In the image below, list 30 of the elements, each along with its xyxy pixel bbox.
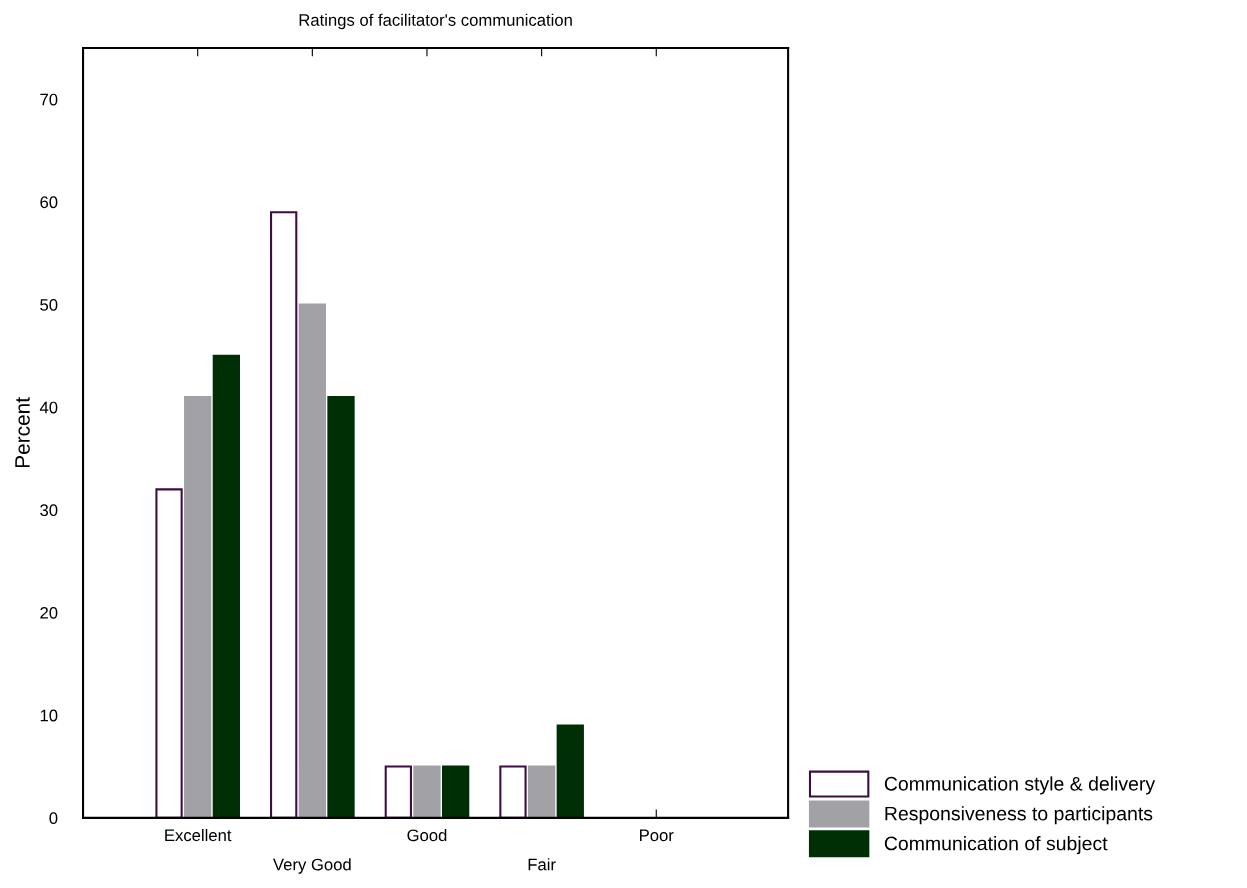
bar: [556, 724, 584, 818]
y-tick-label: 20: [40, 606, 58, 619]
x-tick-label: Fair: [528, 858, 556, 871]
y-tick-label: 10: [40, 709, 58, 722]
bar: [527, 765, 556, 818]
y-tick-label: 50: [40, 298, 58, 311]
legend-label: Responsiveness to participants: [885, 806, 1153, 825]
bar: [327, 395, 355, 818]
legend-label: Communication of subject: [884, 836, 1108, 855]
y-tick-label: 40: [39, 401, 58, 414]
x-tick-label: Poor: [640, 829, 674, 842]
chart-title: Ratings of facilitator's communication: [299, 13, 572, 30]
y-tick-label: 70: [40, 93, 58, 106]
y-tick-label: 30: [40, 504, 58, 517]
bar: [270, 211, 298, 818]
bar: [384, 765, 412, 818]
y-tick-label: 0: [49, 812, 58, 825]
y-axis-title: Percent: [15, 397, 30, 468]
bar: [499, 765, 527, 818]
x-tick-label: Very Good: [273, 858, 351, 874]
bar: [441, 765, 470, 818]
bar: [155, 488, 183, 818]
bar: [184, 395, 212, 818]
x-tick-label: Excellent: [165, 828, 232, 842]
legend-label: Communication style & delivery: [884, 776, 1156, 795]
x-tick-label: Good: [407, 828, 447, 842]
bar: [298, 303, 326, 818]
y-tick-label: 60: [40, 196, 58, 209]
bar: [212, 354, 240, 818]
bar: [413, 765, 441, 818]
